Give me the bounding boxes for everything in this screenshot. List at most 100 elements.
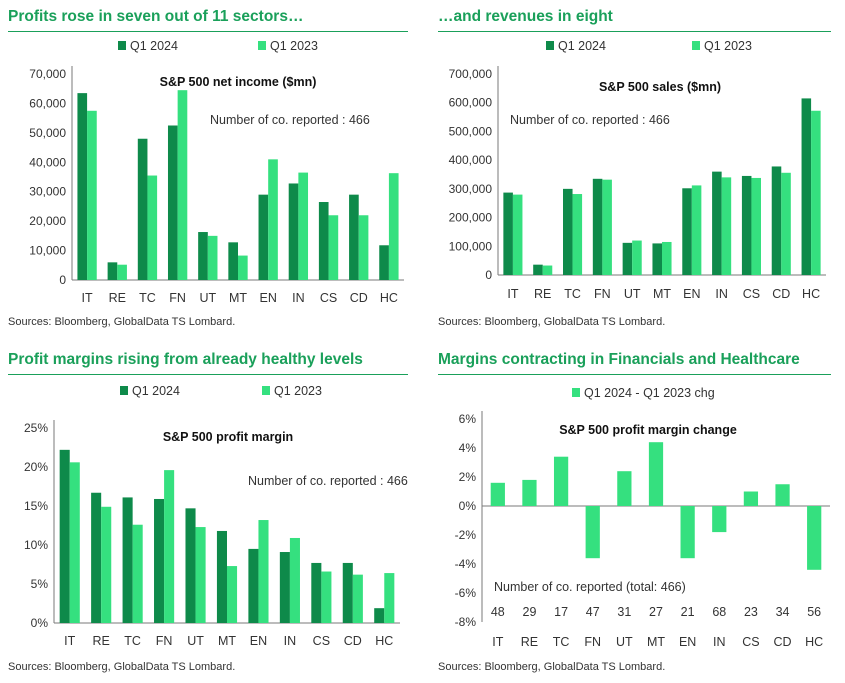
x-tick-label: TC [553, 635, 570, 649]
x-tick-label: TC [564, 287, 581, 301]
chart-title: S&P 500 net income ($mn) [160, 75, 317, 89]
bar-cd-q1-2024 [342, 562, 353, 623]
bar-fn-q1-2023 [602, 179, 612, 275]
bar-in-q1-2024 [288, 183, 299, 280]
y-tick-label: 4% [459, 441, 477, 455]
bar-hc-q1-2023 [384, 573, 395, 623]
chart-title: S&P 500 sales ($mn) [599, 80, 721, 94]
bar-mt-q1-2023 [238, 255, 248, 280]
legend-label: Q1 2024 [132, 384, 180, 398]
bar-tc-q1-2024 [122, 497, 133, 623]
y-tick-label: 500,000 [449, 124, 493, 138]
bar-mt-chg [648, 442, 664, 506]
y-tick-label: 6% [459, 412, 477, 426]
panel-margin-change: Margins contracting in Financials and He… [438, 345, 838, 680]
x-tick-label: MT [218, 634, 236, 648]
x-tick-label: EN [259, 291, 276, 305]
source-note: Sources: Bloomberg, GlobalData TS Lombar… [8, 661, 236, 673]
bar-re-q1-2023 [117, 264, 127, 280]
bar-en-q1-2023 [691, 185, 702, 275]
bar-cd-q1-2023 [358, 215, 369, 280]
bar-re-chg [522, 479, 537, 506]
count-label: 17 [554, 605, 568, 619]
bar-in-q1-2024 [279, 552, 290, 623]
bar-tc-q1-2023 [147, 175, 158, 280]
x-tick-label: UT [624, 287, 641, 301]
x-tick-label: CS [742, 635, 759, 649]
bar-it-q1-2024 [503, 192, 513, 275]
y-tick-label: 0% [459, 499, 477, 513]
x-tick-label: CD [350, 291, 368, 305]
bar-cs-q1-2024 [311, 562, 322, 623]
x-tick-label: TC [124, 634, 141, 648]
y-tick-label: 50,000 [29, 126, 66, 140]
x-tick-label: IN [715, 287, 728, 301]
y-tick-label: 10,000 [29, 244, 66, 258]
bar-cs-chg [743, 491, 759, 506]
source-note: Sources: Bloomberg, GlobalData TS Lombar… [438, 316, 666, 328]
bar-it-q1-2024 [59, 449, 70, 623]
bar-fn-chg [585, 506, 600, 559]
chart-title: S&P 500 profit margin [163, 430, 293, 444]
y-tick-label: -8% [455, 615, 477, 629]
legend-label: Q1 2023 [270, 39, 318, 53]
bar-re-q1-2023 [101, 506, 112, 623]
margin-change-chart: -8% -6% -4% -2% 0% 2% 4% 6% IT RE TC FN UT MT EN IN CS CD… [455, 386, 830, 649]
legend-swatch [546, 41, 554, 50]
profit-margin-chart: 0% 5% 10% 15% 20% 25% IT RE TC FN UT MT EN IN CS CD HC Q1… [24, 384, 408, 648]
count-label: 48 [491, 605, 505, 619]
x-tick-label: RE [109, 291, 126, 305]
bar-ut-q1-2023 [207, 235, 218, 280]
y-tick-label: 5% [31, 577, 49, 591]
bar-it-q1-2023 [512, 194, 523, 275]
panel-net-income: Profits rose in seven out of 11 sectors…… [8, 0, 416, 335]
x-tick-label: IN [713, 635, 726, 649]
panel-title: Profit margins rising from already healt… [8, 351, 363, 368]
legend-swatch [118, 41, 126, 50]
count-label: 31 [617, 605, 631, 619]
bar-cd-q1-2023 [781, 172, 791, 275]
bar-hc-q1-2024 [801, 98, 812, 276]
bar-re-q1-2024 [533, 264, 543, 275]
title-rule [438, 374, 831, 375]
bar-mt-q1-2024 [216, 530, 227, 623]
x-tick-label: UT [187, 634, 204, 648]
bar-en-q1-2023 [268, 159, 278, 280]
y-tick-label: -4% [455, 557, 477, 571]
chart-annotation: Number of co. reported (total: 466) [494, 580, 686, 594]
x-tick-label: FN [156, 634, 173, 648]
chart-annotation: Number of co. reported : 466 [510, 113, 670, 127]
bar-cs-q1-2024 [741, 175, 752, 275]
panel-title: …and revenues in eight [438, 8, 613, 25]
y-tick-label: 70,000 [29, 67, 66, 81]
bar-fn-q1-2024 [167, 125, 178, 280]
bar-ut-q1-2023 [195, 527, 206, 623]
panel-title: Margins contracting in Financials and He… [438, 351, 800, 368]
bar-mt-q1-2024 [228, 242, 238, 280]
bar-in-q1-2024 [712, 171, 722, 275]
bar-hc-q1-2024 [379, 245, 389, 280]
count-label: 21 [681, 605, 695, 619]
bar-mt-q1-2023 [662, 241, 672, 275]
bar-tc-q1-2024 [563, 188, 573, 275]
x-tick-label: CS [743, 287, 760, 301]
y-tick-label: 0% [31, 616, 49, 630]
x-tick-label: MT [229, 291, 247, 305]
panel-title: Profits rose in seven out of 11 sectors… [8, 8, 304, 25]
bar-cs-q1-2023 [751, 177, 761, 275]
x-tick-label: CD [344, 634, 362, 648]
x-tick-label: RE [521, 635, 538, 649]
title-rule [438, 31, 831, 32]
chart-annotation: Number of co. reported : 466 [248, 474, 408, 488]
x-tick-label: RE [534, 287, 551, 301]
x-tick-label: HC [802, 287, 820, 301]
x-tick-label: RE [92, 634, 109, 648]
bar-hc-chg [807, 506, 822, 570]
y-tick-label: -2% [455, 528, 477, 542]
bar-re-q1-2024 [107, 262, 118, 280]
x-tick-label: IT [64, 634, 75, 648]
x-tick-label: FN [584, 635, 601, 649]
bar-it-chg [490, 482, 505, 506]
count-label: 29 [523, 605, 537, 619]
y-tick-label: 0 [59, 273, 66, 287]
